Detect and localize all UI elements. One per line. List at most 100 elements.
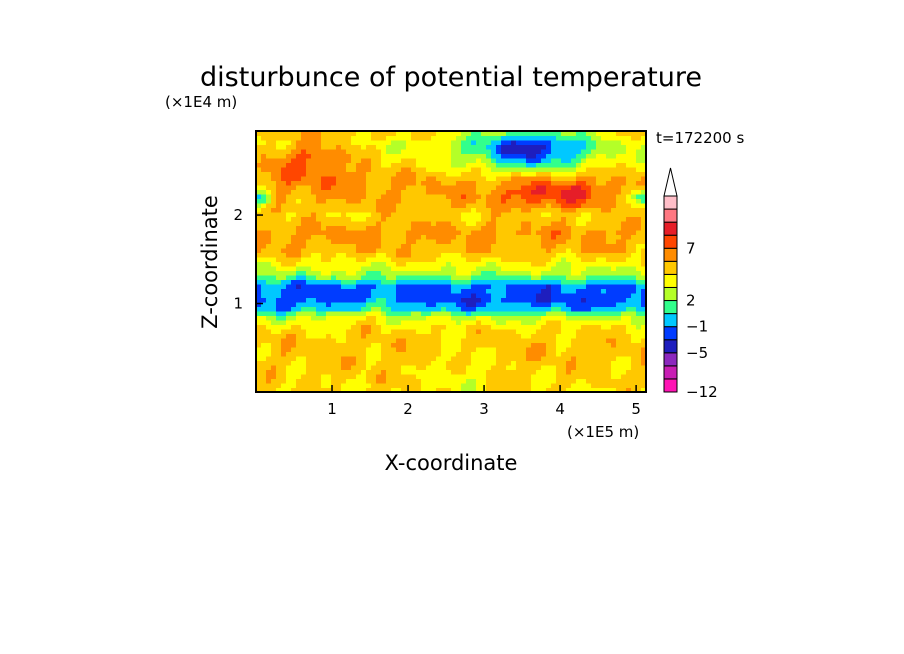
field-cell — [606, 216, 612, 222]
field-cell — [576, 140, 582, 146]
field-cell — [476, 387, 482, 392]
field-cell — [576, 293, 582, 299]
field-cell — [411, 351, 417, 357]
field-cell — [561, 185, 567, 191]
field-cell — [581, 351, 587, 357]
field-cell — [271, 378, 277, 384]
field-cell — [466, 167, 472, 173]
field-cell — [521, 315, 527, 321]
field-cell — [336, 288, 342, 294]
field-cell — [356, 288, 362, 294]
field-cell — [631, 158, 637, 164]
field-cell — [546, 297, 552, 303]
field-cell — [566, 383, 572, 389]
field-cell — [566, 356, 572, 362]
field-cell — [326, 383, 332, 389]
field-cell — [346, 266, 352, 272]
field-cell — [271, 297, 277, 303]
field-cell — [421, 149, 427, 155]
field-cell — [321, 360, 327, 366]
field-cell — [631, 329, 637, 335]
field-cell — [381, 383, 387, 389]
field-cell — [421, 203, 427, 209]
field-cell — [466, 351, 472, 357]
field-cell — [261, 293, 267, 299]
field-cell — [296, 365, 302, 371]
field-cell — [606, 360, 612, 366]
field-cell — [271, 135, 277, 141]
field-cell — [501, 306, 507, 312]
field-cell — [581, 135, 587, 141]
field-cell — [506, 297, 512, 303]
field-cell — [586, 212, 592, 218]
field-cell — [566, 203, 572, 209]
field-cell — [566, 144, 572, 150]
field-cell — [451, 207, 457, 213]
field-cell — [511, 365, 517, 371]
field-cell — [541, 311, 547, 317]
field-cell — [421, 383, 427, 389]
field-cell — [306, 302, 312, 308]
field-cell — [606, 279, 612, 285]
field-cell — [481, 162, 487, 168]
field-cell — [256, 176, 262, 182]
field-cell — [566, 275, 572, 281]
field-cell — [411, 324, 417, 330]
field-cell — [311, 158, 317, 164]
field-cell — [526, 284, 532, 290]
field-cell — [436, 131, 442, 137]
field-cell — [446, 140, 452, 146]
field-cell — [596, 329, 602, 335]
field-cell — [306, 167, 312, 173]
field-cell — [311, 153, 317, 159]
field-cell — [421, 378, 427, 384]
field-cell — [336, 306, 342, 312]
field-cell — [266, 171, 272, 177]
field-cell — [486, 270, 492, 276]
field-cell — [371, 383, 377, 389]
field-cell — [411, 311, 417, 317]
field-cell — [356, 257, 362, 263]
field-cell — [351, 252, 357, 258]
field-cell — [596, 203, 602, 209]
field-cell — [511, 131, 517, 137]
field-cell — [581, 374, 587, 380]
field-cell — [431, 365, 437, 371]
field-cell — [406, 207, 412, 213]
field-cell — [526, 198, 532, 204]
field-cell — [306, 374, 312, 380]
colorbar-swatch — [663, 221, 678, 236]
field-cell — [516, 315, 522, 321]
field-cell — [586, 347, 592, 353]
field-cell — [406, 212, 412, 218]
field-cell — [401, 252, 407, 258]
field-cell — [376, 203, 382, 209]
field-cell — [321, 131, 327, 137]
field-cell — [256, 243, 262, 249]
field-cell — [411, 333, 417, 339]
field-cell — [526, 329, 532, 335]
field-cell — [591, 374, 597, 380]
colorbar-swatch — [663, 247, 678, 262]
field-cell — [296, 203, 302, 209]
field-cell — [371, 315, 377, 321]
field-cell — [386, 158, 392, 164]
field-cell — [311, 162, 317, 168]
field-cell — [301, 387, 307, 392]
field-cell — [536, 324, 542, 330]
field-cell — [386, 297, 392, 303]
field-cell — [601, 324, 607, 330]
field-cell — [631, 171, 637, 177]
field-cell — [256, 131, 262, 137]
field-cell — [416, 333, 422, 339]
field-cell — [641, 167, 646, 173]
field-cell — [371, 207, 377, 213]
field-cell — [641, 369, 646, 375]
field-cell — [351, 374, 357, 380]
field-cell — [526, 383, 532, 389]
field-cell — [416, 131, 422, 137]
field-cell — [381, 144, 387, 150]
field-cell — [441, 230, 447, 236]
field-cell — [441, 176, 447, 182]
